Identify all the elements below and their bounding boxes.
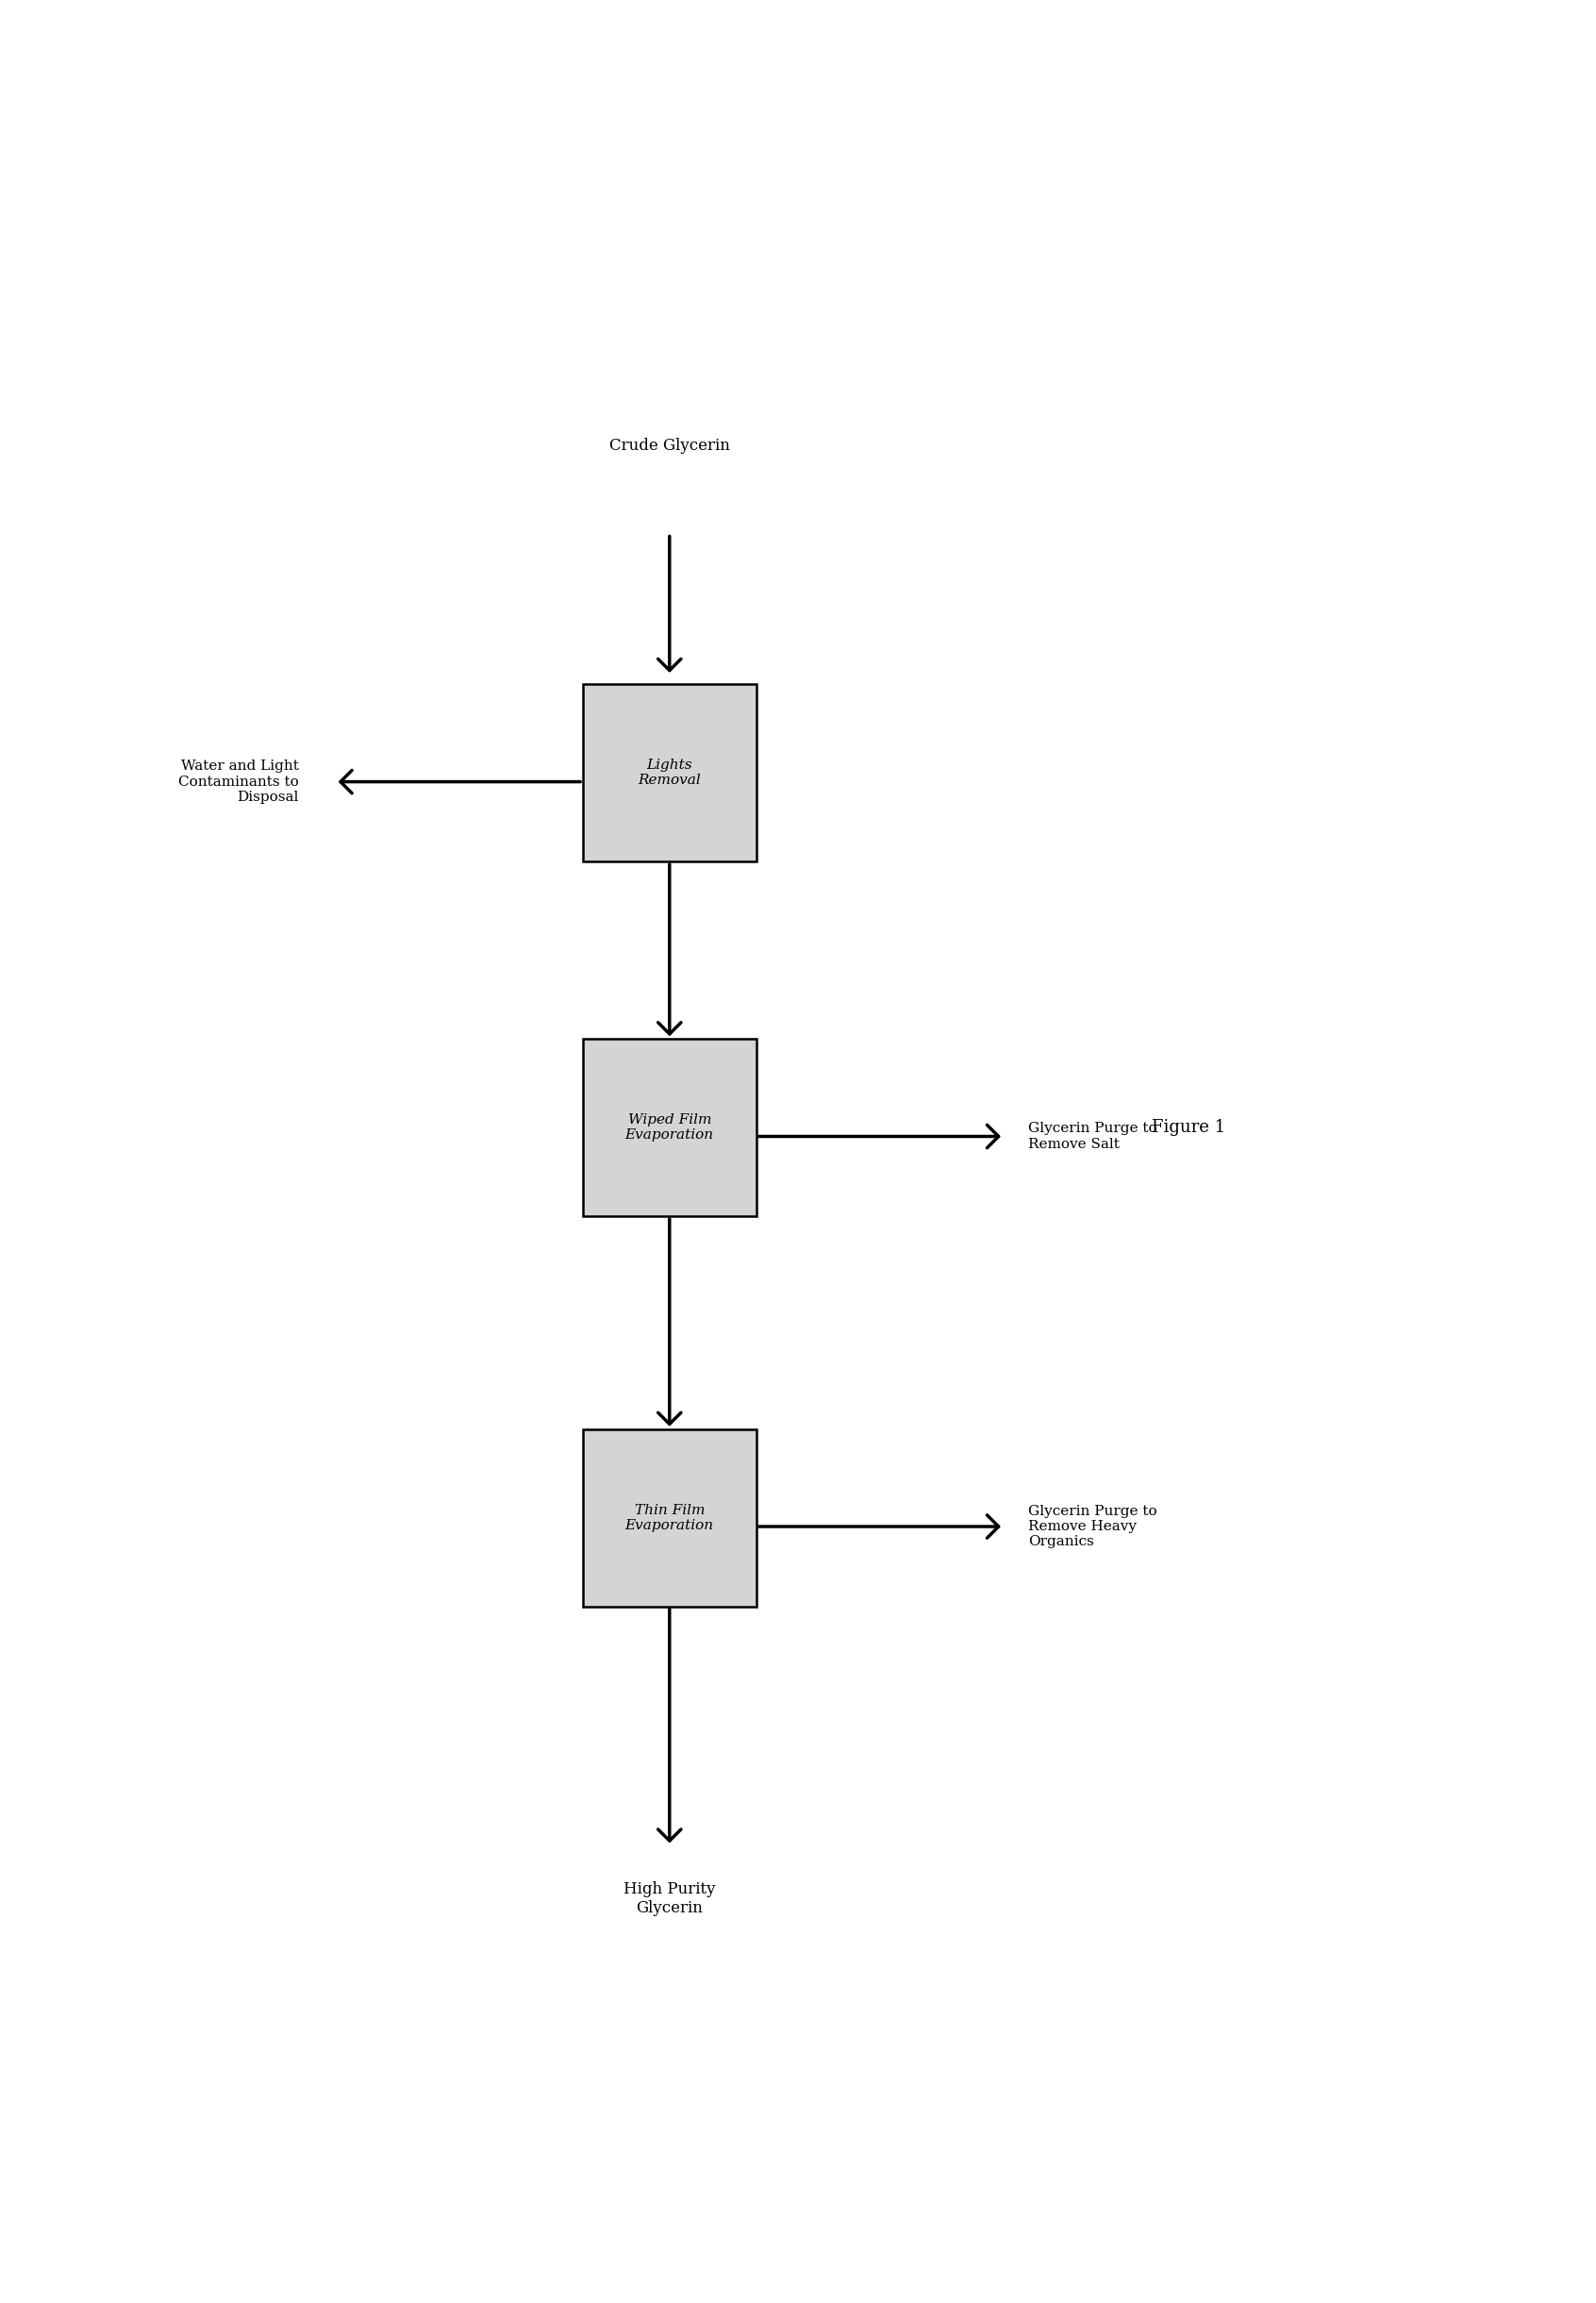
Text: Water and Light
Contaminants to
Disposal: Water and Light Contaminants to Disposal xyxy=(177,760,298,804)
Text: Glycerin Purge to
Remove Salt: Glycerin Purge to Remove Salt xyxy=(1028,1122,1157,1152)
Bar xyxy=(583,684,757,861)
Text: Lights
Removal: Lights Removal xyxy=(638,758,701,788)
Text: High Purity
Glycerin: High Purity Glycerin xyxy=(624,1882,715,1916)
Text: Thin Film
Evaporation: Thin Film Evaporation xyxy=(626,1504,713,1531)
Text: Crude Glycerin: Crude Glycerin xyxy=(610,438,729,454)
Bar xyxy=(583,1039,757,1216)
Text: Figure 1: Figure 1 xyxy=(1152,1119,1226,1135)
Text: Glycerin Purge to
Remove Heavy
Organics: Glycerin Purge to Remove Heavy Organics xyxy=(1028,1504,1157,1548)
Text: Wiped Film
Evaporation: Wiped Film Evaporation xyxy=(626,1112,713,1142)
Bar xyxy=(583,1428,757,1607)
